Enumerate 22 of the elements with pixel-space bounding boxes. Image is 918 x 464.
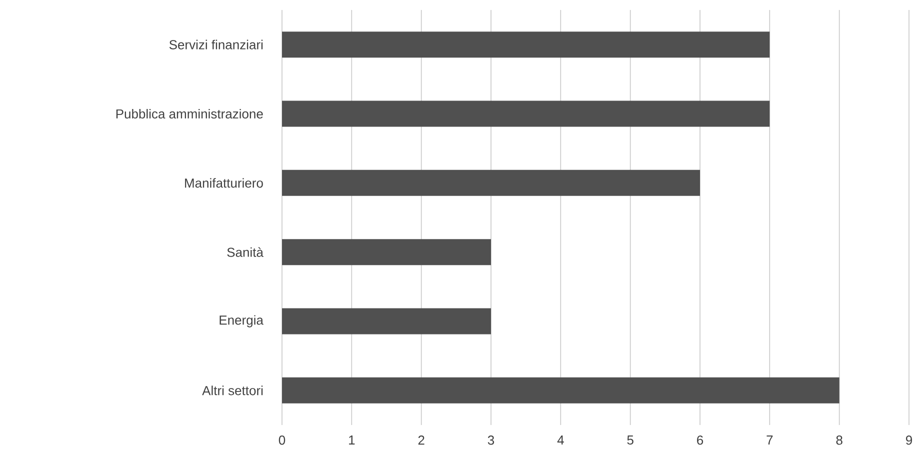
x-tick-label: 0 (278, 436, 286, 445)
x-tick-label: 7 (766, 436, 773, 444)
bar (282, 308, 491, 334)
bar (282, 32, 770, 58)
x-tick-label: 2 (418, 436, 424, 445)
x-tick-label: 4 (557, 436, 564, 444)
bar (282, 239, 491, 266)
x-tick-label: 8 (836, 436, 842, 445)
y-tick-label: Altri settori (202, 386, 263, 396)
x-tick-label: 1 (349, 436, 355, 444)
y-tick-label: Energia (220, 315, 264, 328)
bar (282, 100, 770, 127)
x-tick-label: 9 (906, 436, 912, 445)
x-tick-label: 5 (627, 436, 634, 445)
y-tick-label: Servizi finanziari (169, 40, 263, 50)
x-tick-label: 3 (488, 436, 494, 445)
y-tick-label: Pubblica amministrazione (116, 108, 263, 119)
bar (282, 170, 700, 196)
x-tick-label: 6 (697, 436, 704, 445)
bar (282, 377, 840, 404)
y-tick-label: Manifatturiero (185, 178, 263, 188)
y-tick-label: Sanità (227, 247, 264, 257)
